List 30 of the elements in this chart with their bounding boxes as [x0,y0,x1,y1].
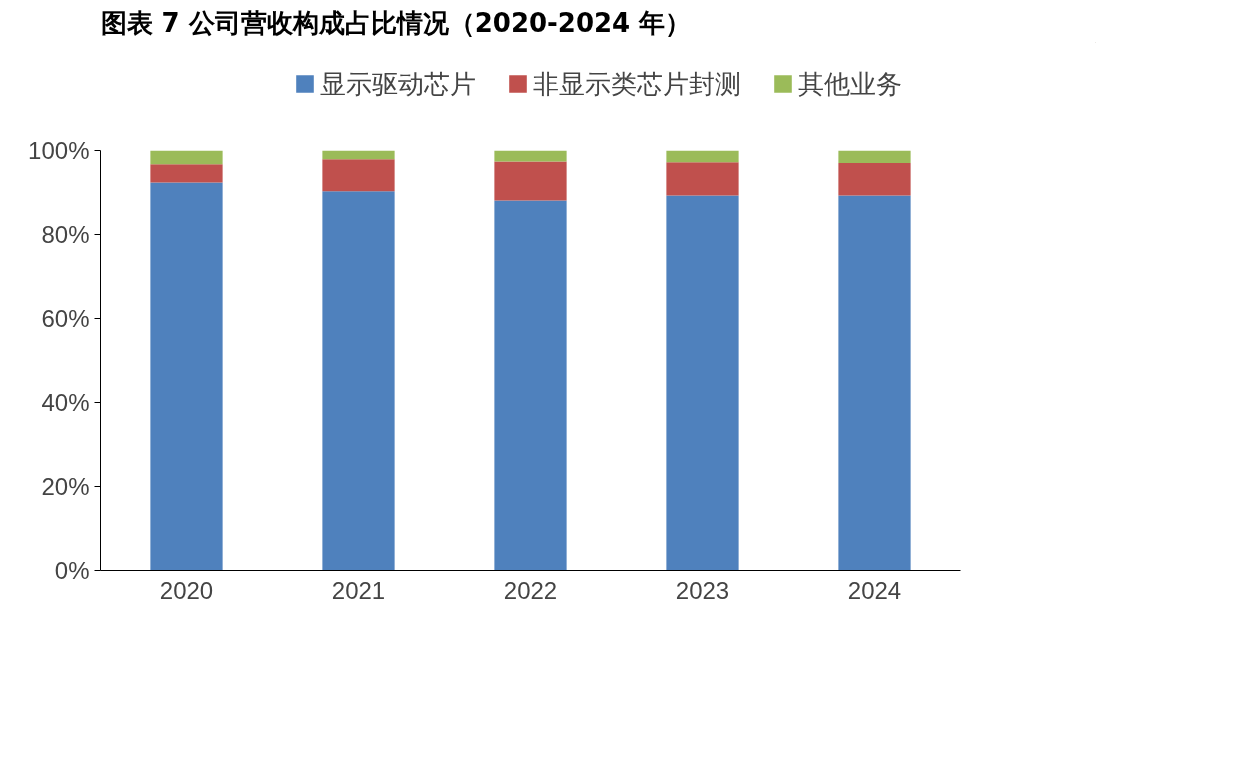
bar [838,150,911,164]
bar [838,163,911,196]
legend-label: 非显示类芯片封测 [533,67,741,100]
bar [494,161,567,201]
legend-label: 显示驱动芯片 [320,67,476,100]
y-tick-label: 0% [54,557,90,584]
bar [322,191,395,571]
bar [666,150,739,163]
x-tick-label: 2024 [847,576,902,604]
legend-label: 其他业务 [798,67,902,100]
y-tick-label: 80% [41,221,90,248]
bar [666,195,739,571]
chart-title: 图表 7 公司营收构成占比情况（2020-2024 年） [100,7,692,38]
bar [494,150,567,162]
x-tick-label: 2020 [159,576,214,604]
y-tick-label: 20% [41,473,90,500]
x-tick-label: 2023 [675,576,730,604]
bar [666,162,739,196]
bar [150,182,223,571]
bar [150,150,223,165]
bar [322,159,395,192]
bar [322,150,395,160]
bar [838,195,911,571]
y-tick-label: 100% [28,137,90,164]
x-tick-label: 2021 [331,576,386,604]
bar [150,164,223,183]
y-tick-label: 40% [41,389,90,416]
y-tick-label: 60% [41,305,90,332]
x-tick-label: 2022 [503,576,558,604]
bar [494,200,567,571]
